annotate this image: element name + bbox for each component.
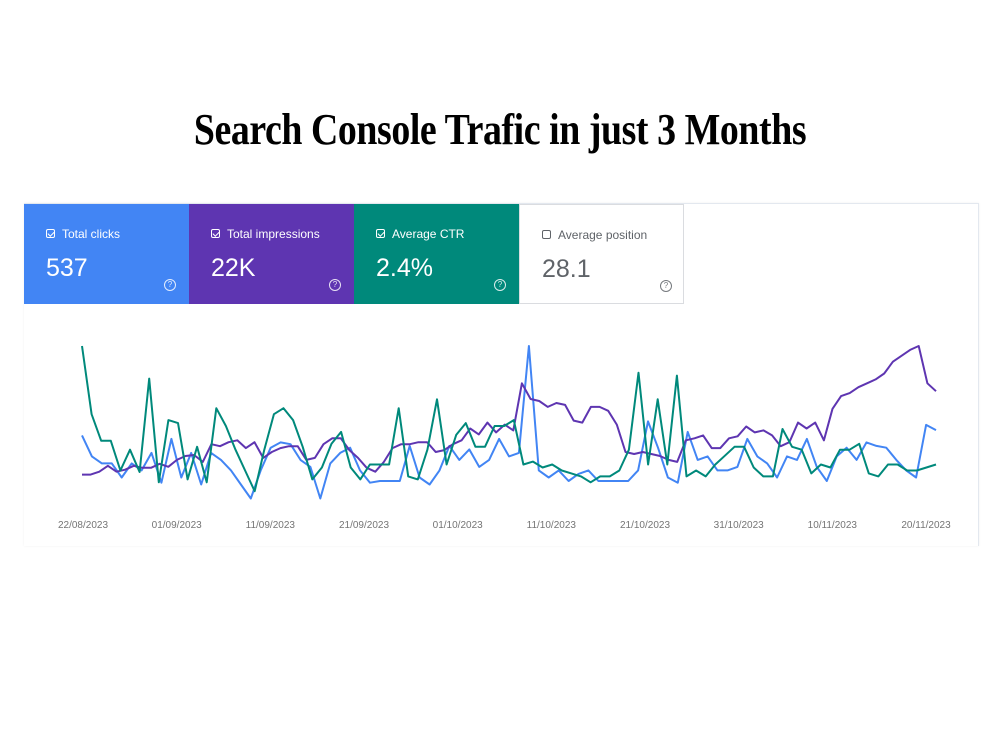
metric-card-average-position[interactable]: Average position 28.1 ?: [519, 204, 684, 304]
series-line-2: [81, 345, 937, 493]
performance-panel: Total clicks 537 ? Total impressions 22K…: [24, 203, 979, 546]
checkbox-icon[interactable]: [46, 229, 55, 238]
x-tick-label: 21/10/2023: [620, 520, 670, 531]
x-tick-label: 22/08/2023: [58, 520, 108, 531]
help-icon[interactable]: ?: [660, 280, 672, 292]
performance-line-chart: 22/08/2023 01/09/2023 11/09/2023 21/09/2023…: [58, 345, 951, 531]
x-tick-label: 20/11/2023: [901, 520, 951, 531]
series-line-0: [81, 345, 937, 500]
metric-card-total-impressions[interactable]: Total impressions 22K ?: [189, 204, 354, 304]
metric-label: Average CTR: [392, 227, 465, 241]
checkbox-icon[interactable]: [376, 229, 385, 238]
x-tick-label: 10/11/2023: [808, 520, 858, 531]
x-tick-label: 11/10/2023: [527, 520, 577, 531]
metric-label: Total impressions: [227, 227, 320, 241]
series-line-1: [82, 345, 937, 476]
x-tick-label: 31/10/2023: [714, 520, 764, 531]
metric-card-total-clicks[interactable]: Total clicks 537 ?: [24, 204, 189, 304]
x-tick-label: 01/09/2023: [152, 520, 202, 531]
x-tick-label: 21/09/2023: [339, 520, 389, 531]
metric-card-average-ctr[interactable]: Average CTR 2.4% ?: [354, 204, 519, 304]
help-icon[interactable]: ?: [494, 279, 506, 291]
page-title: Search Console Trafic in just 3 Months: [193, 105, 807, 154]
metric-value: 2.4%: [376, 254, 433, 282]
metric-value: 28.1: [542, 255, 591, 283]
help-icon[interactable]: ?: [164, 279, 176, 291]
x-tick-label: 11/09/2023: [246, 520, 296, 531]
x-tick-label: 01/10/2023: [433, 520, 483, 531]
help-icon[interactable]: ?: [329, 279, 341, 291]
metric-value: 537: [46, 254, 88, 282]
metric-value: 22K: [211, 254, 256, 282]
checkbox-icon[interactable]: [542, 230, 551, 239]
metric-cards: Total clicks 537 ? Total impressions 22K…: [24, 204, 684, 304]
metric-label: Total clicks: [62, 227, 121, 241]
metric-label: Average position: [558, 228, 648, 242]
checkbox-icon[interactable]: [211, 229, 220, 238]
